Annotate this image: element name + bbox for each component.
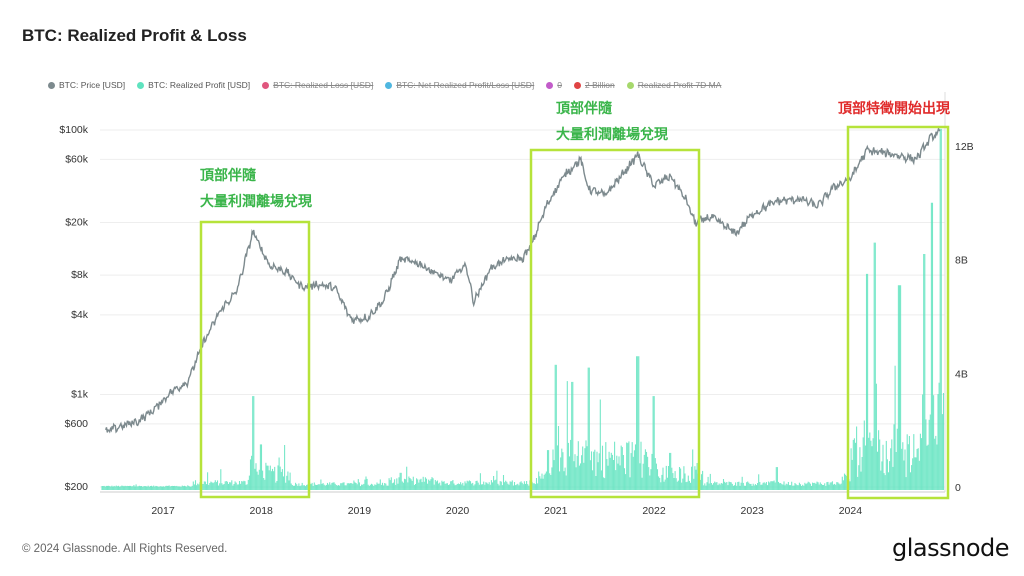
legend-item[interactable]: 0	[546, 80, 562, 90]
y-right-tick-label: 12B	[955, 141, 974, 153]
x-tick-label: 2020	[446, 505, 470, 517]
y-right-tick-label: 0	[955, 482, 961, 494]
x-tick-label: 2017	[151, 505, 175, 517]
legend-item[interactable]: 2 Billion	[573, 80, 615, 90]
legend-item[interactable]: BTC: Price [USD]	[48, 80, 125, 90]
realized-profit-bars	[101, 128, 945, 490]
legend-label: BTC: Price [USD]	[59, 80, 126, 90]
y-right-tick-label: 8B	[955, 255, 968, 267]
annotation-line: 頂部特徵開始出現	[838, 101, 950, 117]
highlight-box	[199, 220, 311, 499]
legend-label: BTC: Net Realized Profit/Loss [USD]	[396, 80, 535, 90]
x-tick-label: 2021	[544, 505, 568, 517]
x-tick-label: 2024	[839, 505, 863, 517]
legend-label: 2 Billion	[584, 80, 615, 90]
x-tick-label: 2018	[250, 505, 274, 517]
copyright-text: © 2024 Glassnode. All Rights Reserved.	[22, 543, 228, 555]
legend-dot-icon	[546, 81, 554, 89]
annotation-line: 大量利潤離場兌現	[200, 194, 312, 210]
legend-dot-icon	[626, 81, 634, 89]
legend-dot-icon	[137, 81, 145, 89]
y-left-tick-label: $4k	[71, 309, 89, 321]
highlight-box	[846, 125, 950, 500]
annotation-text: 頂部特徵開始出現	[838, 96, 950, 122]
legend-item[interactable]: BTC: Realized Profit [USD]	[137, 80, 250, 90]
y-left-tick-label: $1k	[71, 389, 89, 401]
legend-item[interactable]: Realized Profit 7D MA	[626, 80, 722, 90]
legend-dot-icon	[573, 81, 581, 89]
annotation-text: 頂部伴隨大量利潤離場兌現	[556, 96, 668, 148]
legend-dot-icon	[262, 81, 270, 89]
x-tick-label: 2022	[642, 505, 666, 517]
legend-dot-icon	[48, 81, 55, 89]
chart-title: BTC: Realized Profit & Loss	[22, 26, 247, 45]
x-tick-label: 2023	[741, 505, 765, 517]
y-right-tick-label: 4B	[955, 368, 968, 380]
y-left-tick-label: $600	[65, 418, 89, 430]
legend-item[interactable]: BTC: Realized Loss [USD]	[262, 80, 373, 90]
legend-label: BTC: Realized Loss [USD]	[273, 80, 374, 90]
legend-label: BTC: Realized Profit [USD]	[148, 80, 251, 90]
annotation-text: 頂部伴隨大量利潤離場兌現	[200, 163, 312, 215]
annotation-line: 頂部伴隨	[200, 168, 256, 184]
legend-label: 0	[557, 80, 562, 90]
legend: BTC: Price [USD] BTC: Realized Profit [US…	[48, 80, 721, 90]
legend-dot-icon	[385, 81, 393, 89]
legend-item[interactable]: BTC: Net Realized Profit/Loss [USD]	[385, 80, 534, 90]
legend-label: Realized Profit 7D MA	[637, 80, 722, 90]
y-left-tick-label: $8k	[71, 269, 89, 281]
y-left-tick-label: $60k	[65, 153, 89, 165]
annotation-line: 大量利潤離場兌現	[556, 127, 668, 143]
y-left-tick-label: $100k	[59, 124, 88, 136]
highlight-box	[529, 148, 701, 499]
y-left-tick-label: $200	[65, 481, 89, 493]
price-line	[105, 126, 941, 434]
brand-logo: glassnode	[892, 534, 1010, 562]
x-tick-label: 2019	[348, 505, 372, 517]
annotation-line: 頂部伴隨	[556, 101, 612, 117]
y-left-tick-label: $20k	[65, 216, 89, 228]
